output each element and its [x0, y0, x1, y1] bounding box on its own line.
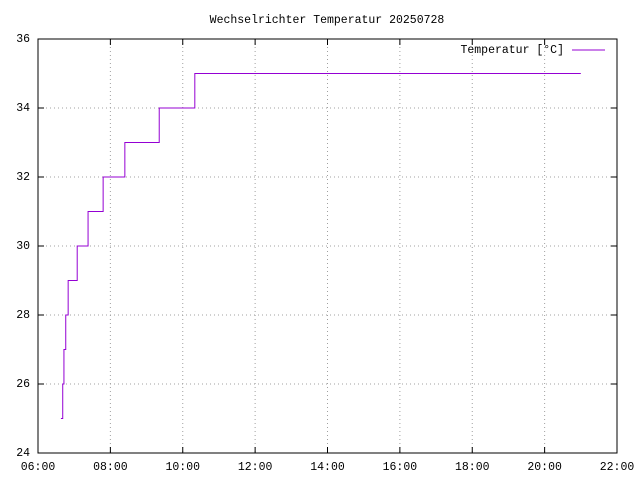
x-tick-label: 22:00: [600, 461, 635, 474]
y-tick-label: 26: [16, 378, 30, 391]
x-tick-label: 20:00: [527, 461, 562, 474]
x-tick-label: 06:00: [21, 461, 56, 474]
x-tick-label: 18:00: [455, 461, 490, 474]
x-tick-label: 08:00: [93, 461, 128, 474]
y-tick-label: 28: [16, 309, 30, 322]
chart-title: Wechselrichter Temperatur 20250728: [210, 14, 445, 27]
y-tick-label: 30: [16, 240, 30, 253]
data-line: [60, 73, 581, 419]
x-tick-label: 12:00: [238, 461, 273, 474]
legend-label: Temperatur [°C]: [460, 44, 564, 57]
x-tick-label: 16:00: [383, 461, 418, 474]
x-tick-label: 14:00: [310, 461, 345, 474]
y-tick-label: 24: [16, 447, 30, 460]
y-tick-label: 36: [16, 33, 30, 46]
x-tick-label: 10:00: [165, 461, 200, 474]
y-tick-label: 34: [16, 102, 30, 115]
y-tick-label: 32: [16, 171, 30, 184]
plot-border: [37, 38, 618, 454]
